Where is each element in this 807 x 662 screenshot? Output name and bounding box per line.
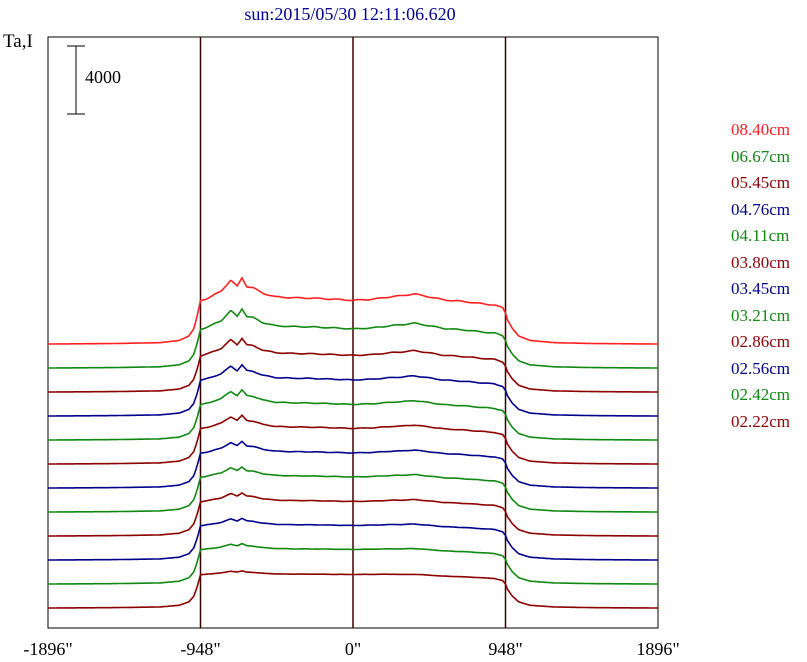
legend: 08.40cm 06.67cm 05.45cm 04.76cm 04.11cm 03.80… bbox=[731, 117, 790, 435]
trace-02.86cm bbox=[48, 492, 658, 537]
legend-entry: 02.86cm bbox=[731, 332, 791, 351]
trace-02.42cm bbox=[48, 542, 658, 585]
legend-entry: 03.80cm bbox=[731, 252, 791, 272]
legend-entry: 03.45cm bbox=[731, 279, 791, 298]
x-tick-label: -948" bbox=[180, 639, 220, 659]
y-axis-label: Ta,I bbox=[3, 31, 33, 52]
trace-03.21cm bbox=[48, 466, 658, 513]
legend-entry: 04.11cm bbox=[731, 226, 790, 245]
trace-06.67cm bbox=[48, 307, 658, 369]
legend-entry: 02.56cm bbox=[731, 358, 791, 378]
x-tick-label: 0" bbox=[345, 639, 361, 659]
legend-entry: 05.45cm bbox=[731, 173, 791, 192]
x-tick-label: 948" bbox=[488, 639, 522, 659]
x-axis-tick-labels: -1896" -948" 0" 948" 1896" bbox=[23, 639, 679, 659]
trace-04.76cm bbox=[48, 363, 658, 417]
trace-02.56cm bbox=[48, 517, 658, 561]
legend-entry: 03.21cm bbox=[731, 305, 791, 325]
trace-03.80cm bbox=[48, 414, 658, 465]
trace-03.45cm bbox=[48, 440, 658, 489]
legend-entry: 06.67cm bbox=[731, 146, 791, 166]
trace-02.22cm bbox=[48, 569, 658, 609]
legend-entry: 04.76cm bbox=[731, 199, 791, 219]
legend-entry: 02.22cm bbox=[731, 411, 791, 431]
intensity-scale-bar: 4000 bbox=[67, 45, 121, 115]
spectral-traces bbox=[48, 276, 658, 609]
legend-entry: 08.40cm bbox=[731, 120, 791, 139]
x-tick-label: 1896" bbox=[636, 639, 679, 659]
legend-entry: 02.42cm bbox=[731, 385, 791, 404]
x-tick-label: -1896" bbox=[23, 639, 72, 659]
scale-bar-label: 4000 bbox=[85, 67, 121, 87]
trace-04.11cm bbox=[48, 388, 658, 441]
disk-edge-and-center-lines bbox=[199, 37, 507, 628]
chart-title: sun:2015/05/30 12:11:06.620 bbox=[244, 4, 456, 24]
trace-08.40cm bbox=[48, 276, 658, 345]
trace-05.45cm bbox=[48, 337, 658, 393]
